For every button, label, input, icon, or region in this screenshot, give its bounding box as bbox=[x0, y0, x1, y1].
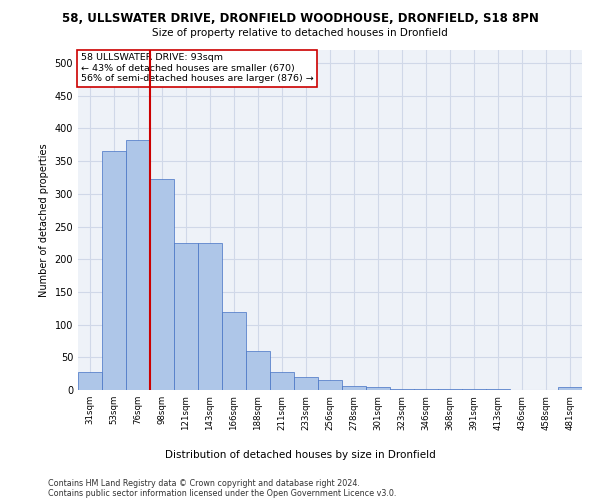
Bar bbox=[222, 312, 246, 390]
Bar bbox=[390, 388, 414, 390]
Bar bbox=[198, 243, 222, 390]
Text: Size of property relative to detached houses in Dronfield: Size of property relative to detached ho… bbox=[152, 28, 448, 38]
Bar bbox=[126, 140, 150, 390]
Bar bbox=[102, 152, 126, 390]
Text: Contains public sector information licensed under the Open Government Licence v3: Contains public sector information licen… bbox=[48, 488, 397, 498]
Bar bbox=[366, 388, 390, 390]
Bar bbox=[414, 388, 438, 390]
Text: 58, ULLSWATER DRIVE, DRONFIELD WOODHOUSE, DRONFIELD, S18 8PN: 58, ULLSWATER DRIVE, DRONFIELD WOODHOUSE… bbox=[62, 12, 538, 26]
Text: Distribution of detached houses by size in Dronfield: Distribution of detached houses by size … bbox=[164, 450, 436, 460]
Bar bbox=[246, 352, 270, 390]
Bar bbox=[294, 377, 318, 390]
Bar bbox=[150, 179, 174, 390]
Text: 58 ULLSWATER DRIVE: 93sqm
← 43% of detached houses are smaller (670)
56% of semi: 58 ULLSWATER DRIVE: 93sqm ← 43% of detac… bbox=[80, 54, 313, 83]
Bar bbox=[558, 386, 582, 390]
Y-axis label: Number of detached properties: Number of detached properties bbox=[39, 143, 49, 297]
Bar bbox=[270, 372, 294, 390]
Bar bbox=[78, 372, 102, 390]
Text: Contains HM Land Registry data © Crown copyright and database right 2024.: Contains HM Land Registry data © Crown c… bbox=[48, 478, 360, 488]
Bar bbox=[342, 386, 366, 390]
Bar bbox=[174, 243, 198, 390]
Bar bbox=[318, 380, 342, 390]
